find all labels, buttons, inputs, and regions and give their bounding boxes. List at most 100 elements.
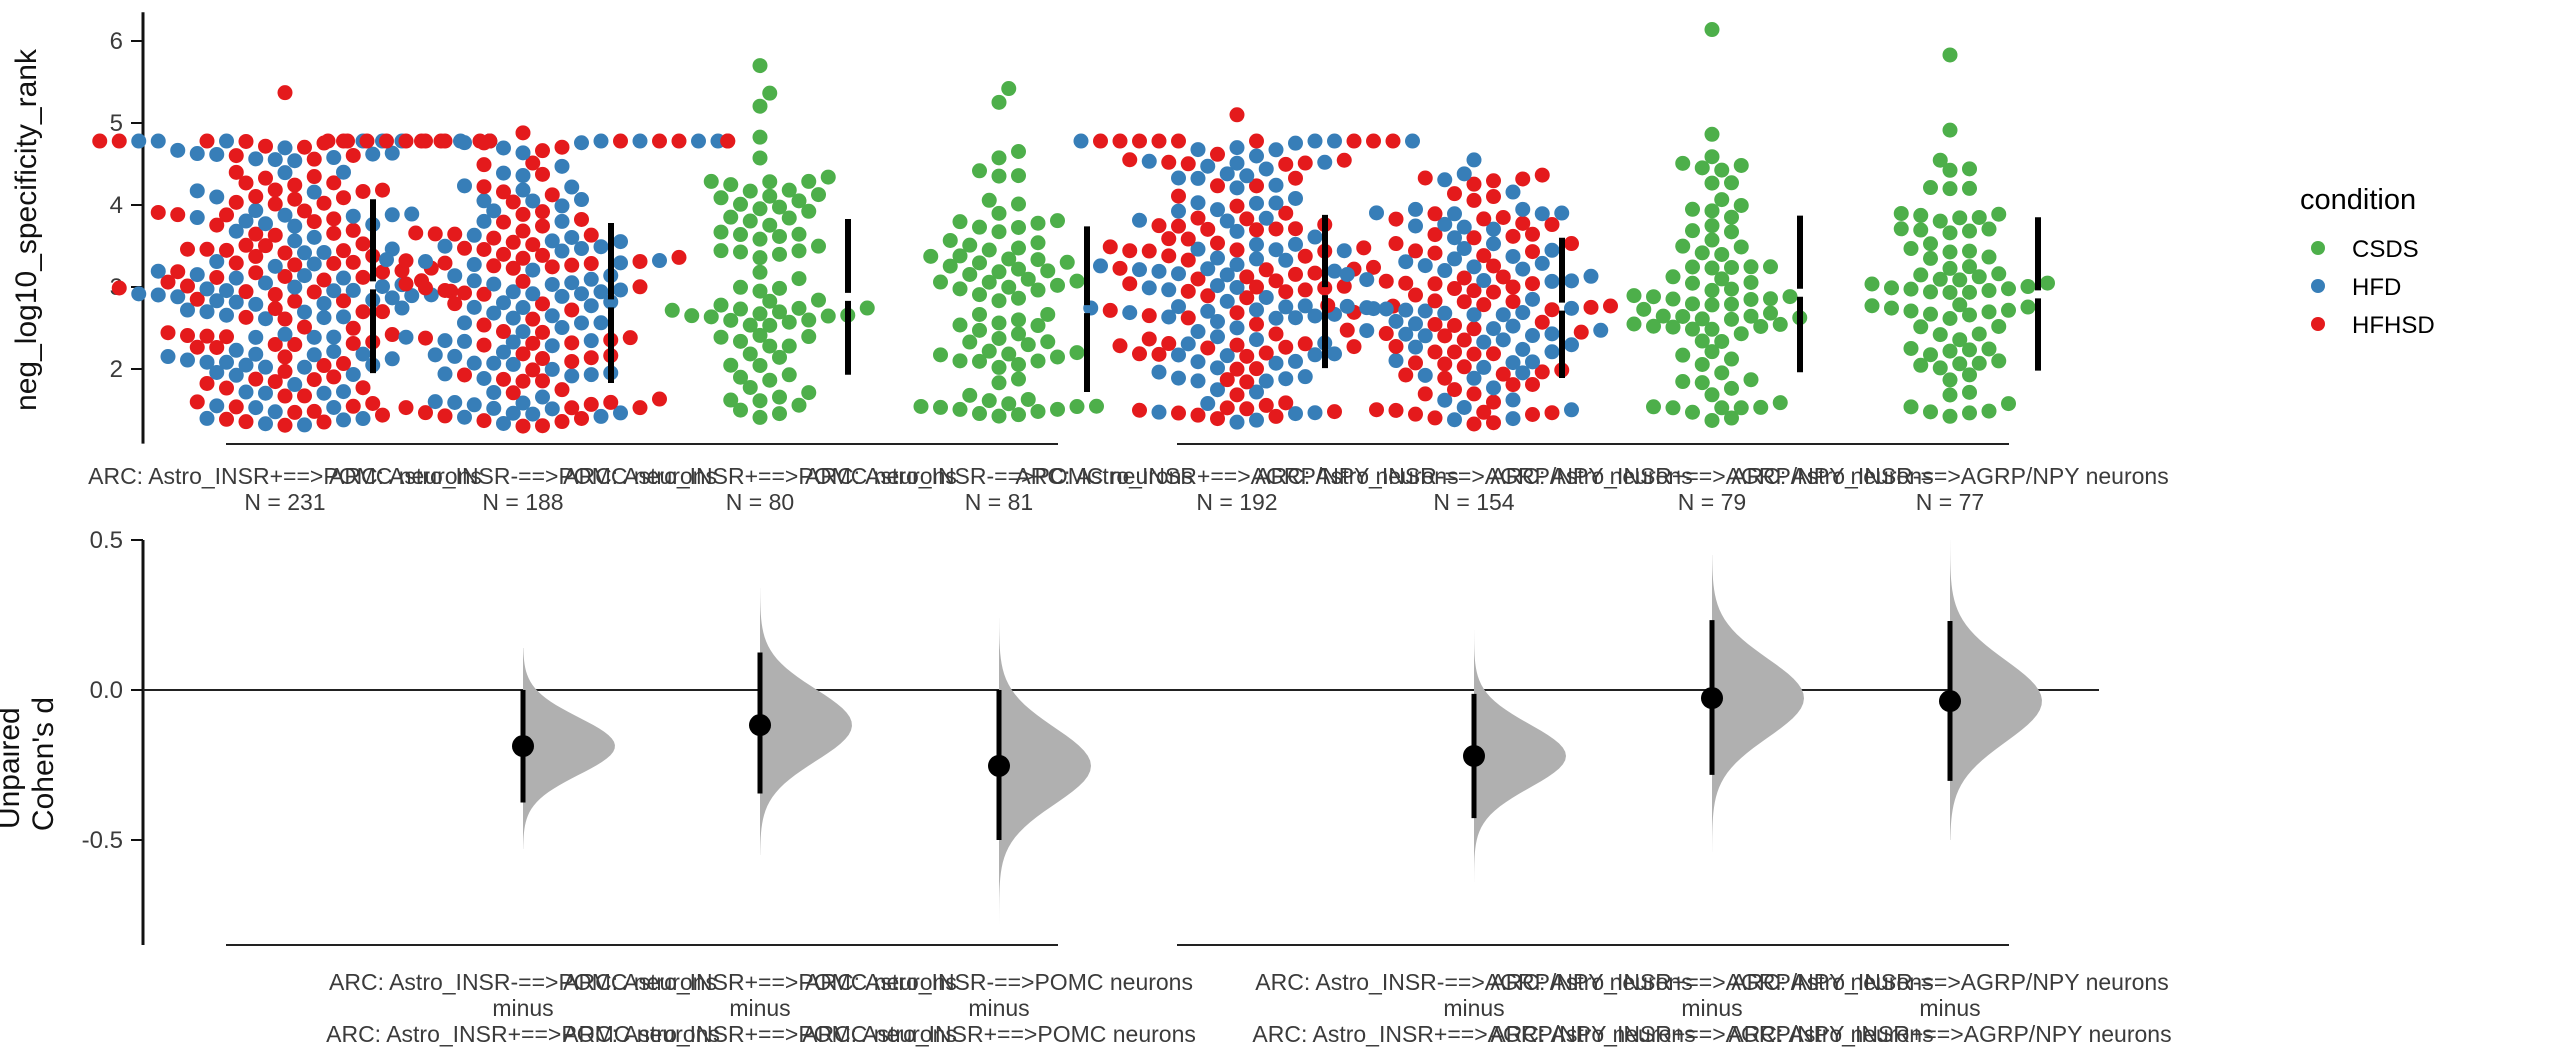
swarm-point-csds	[684, 308, 700, 324]
swarm-point-hfd	[336, 270, 351, 286]
swarm-point-csds	[820, 308, 836, 324]
swarm-point-csds	[1932, 327, 1948, 343]
swarm-point-hfhsd	[515, 273, 531, 289]
swarm-point-hfd	[248, 329, 264, 345]
swarm-point-hfhsd	[1447, 186, 1462, 202]
swarm-point-hfhsd	[1200, 221, 1216, 237]
swarm-point-hfd	[1456, 399, 1472, 415]
swarm-point-hfd	[1515, 201, 1531, 217]
swarm-point-csds	[1050, 401, 1065, 417]
swarm-point-csds	[1952, 210, 1968, 226]
swarm-point-csds	[1971, 209, 1987, 225]
swarm-point-csds	[1942, 408, 1958, 424]
swarm-point-hfd	[150, 287, 166, 303]
swarm-point-hfhsd	[267, 336, 283, 352]
swarm-point-csds	[972, 219, 987, 235]
swarm-point-hfd	[486, 305, 502, 321]
swarm-point-hfhsd	[1378, 326, 1394, 342]
mean-sd-bars	[370, 199, 2041, 392]
swarm-point-hfhsd	[437, 408, 453, 424]
swarm-point-hfhsd	[574, 410, 589, 426]
swarm-point-hfhsd	[515, 223, 531, 239]
swarm-point-hfd	[326, 150, 342, 166]
effect-size-plot: Unpaired Cohen's d 0.5 0.0 -0.5 ARC: Astro…	[0, 527, 2172, 1047]
swarm-point-hfd	[150, 133, 166, 149]
swarm-point-hfd	[1151, 404, 1167, 420]
legend-label-hfhsd: HFHSD	[2352, 312, 2435, 339]
swarm-point-hfd	[466, 227, 482, 243]
swarm-point-hfd	[1219, 348, 1235, 364]
swarm-point-csds	[1962, 259, 1977, 275]
swarm-point-csds	[1626, 288, 1642, 304]
swarm-point-csds	[1893, 205, 1909, 221]
swarm-point-hfd	[1151, 364, 1167, 380]
swarm-points	[92, 22, 2055, 434]
swarm-point-hfd	[209, 146, 225, 162]
swarm-point-hfd	[1544, 242, 1560, 258]
swarm-point-csds	[1704, 344, 1720, 360]
swarm-point-hfd	[1258, 289, 1274, 305]
swarm-point-csds	[2001, 302, 2016, 318]
swarm-point-hfhsd	[1427, 293, 1443, 309]
swarm-point-csds	[1069, 345, 1085, 361]
swarm-point-hfd	[228, 270, 244, 286]
swarm-point-hfhsd	[1336, 152, 1352, 168]
swarm-point-hfd	[1229, 320, 1245, 336]
swarm-point-hfd	[345, 208, 361, 224]
swarm-point-csds	[1971, 326, 1987, 342]
swarm-point-csds	[1011, 168, 1026, 184]
swarm-point-hfd	[1534, 206, 1550, 222]
swarm-point-csds	[1962, 180, 1977, 196]
swarm-point-csds	[952, 353, 968, 369]
swarm-point-hfhsd	[258, 170, 273, 186]
swarm-point-hfd	[1190, 324, 1206, 340]
swarm-point-csds	[1030, 318, 1046, 334]
swarm-point-hfd	[515, 300, 531, 316]
swarm-point-hfhsd	[287, 177, 303, 193]
swarm-point-hfhsd	[447, 226, 463, 242]
swarm-point-csds	[923, 248, 939, 264]
swarm-point-csds	[1991, 353, 2007, 369]
swarm-point-csds	[742, 317, 758, 333]
swarm-point-hfd	[1190, 170, 1206, 186]
swarm-point-hfd	[544, 276, 560, 292]
swarm-point-hfhsd	[1495, 269, 1511, 285]
swarm-point-hfhsd	[1122, 152, 1138, 168]
swarm-point-hfhsd	[1427, 316, 1443, 332]
swarm-point-hfhsd	[277, 349, 293, 365]
swarm-point-hfhsd	[180, 328, 195, 344]
swarm-point-hfhsd	[1378, 273, 1394, 289]
swarm-point-hfd	[466, 273, 482, 289]
swarm-point-csds	[1655, 308, 1671, 324]
swarm-point-hfhsd	[228, 148, 244, 164]
bootstrap-distribution	[1950, 540, 2042, 840]
swarm-point-hfd	[297, 417, 312, 433]
swarm-point-hfhsd	[1603, 298, 1618, 314]
swarm-point-csds	[801, 312, 817, 328]
swarm-point-hfhsd	[476, 317, 492, 333]
swarm-point-hfd	[1534, 255, 1550, 271]
swarm-point-hfd	[1268, 310, 1284, 326]
swarm-point-hfd	[1554, 205, 1570, 221]
swarm-point-csds	[991, 359, 1007, 375]
swarm-point-hfd	[1268, 142, 1284, 158]
swarm-point-hfhsd	[219, 380, 234, 396]
swarm-point-hfhsd	[1171, 218, 1186, 234]
swarm-point-hfd	[486, 384, 502, 400]
swarm-point-hfhsd	[1180, 310, 1196, 326]
swarm-point-hfhsd	[398, 276, 414, 292]
swarm-point-hfhsd	[603, 394, 619, 410]
swarm-point-csds	[811, 238, 826, 254]
swarm-point-hfhsd	[267, 287, 283, 303]
swarm-point-csds	[1884, 280, 1899, 296]
swarm-point-hfhsd	[1476, 211, 1492, 227]
swarm-point-hfhsd	[564, 302, 580, 318]
x-tick-n-label: N = 188	[482, 489, 563, 515]
swarm-point-hfd	[1525, 291, 1540, 307]
swarm-point-hfhsd	[437, 133, 453, 149]
swarm-point-hfhsd	[340, 133, 355, 149]
swarm-point-hfhsd	[515, 250, 531, 266]
swarm-point-csds	[1962, 161, 1977, 177]
swarm-point-hfhsd	[1336, 278, 1352, 294]
swarm-point-hfd	[1288, 406, 1303, 422]
